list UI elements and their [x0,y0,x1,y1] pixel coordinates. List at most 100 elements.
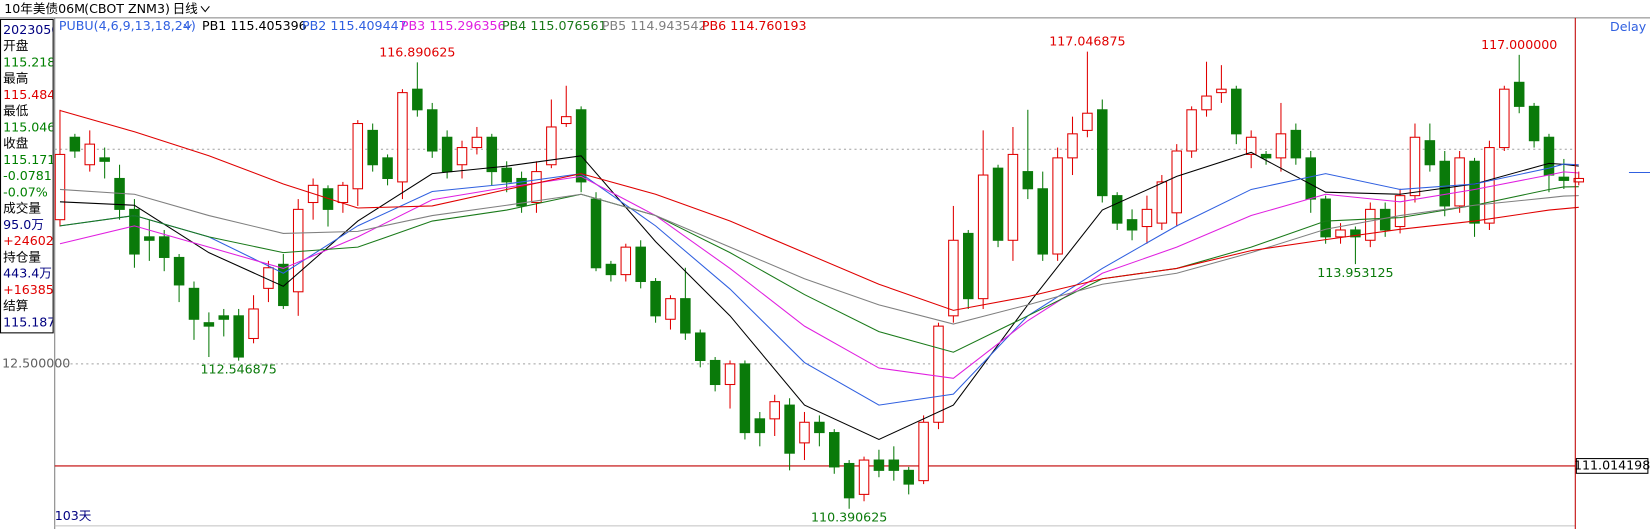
candle-body [620,246,632,276]
candle-body [1484,147,1495,224]
candle-body [680,298,691,334]
info-item: +16385 [3,282,54,297]
candle-body [1469,160,1480,224]
candle-body [1156,181,1168,224]
legend-value: 115.409447 [330,18,406,33]
info-item: 最高 [3,71,28,86]
candle-body [1528,105,1540,142]
candle-body [754,418,766,434]
candle-body [963,232,974,300]
candle-body [769,401,780,420]
candle-body [158,236,170,258]
candle-body [412,88,423,111]
legend-name: PB4 [502,18,526,33]
candle-body [292,208,304,293]
candle-body [1007,153,1019,241]
candle-body [129,208,140,255]
candle-body [531,171,542,204]
candle-body [605,263,617,276]
candle-body [1454,157,1465,207]
candle-body [1558,176,1570,181]
info-item: 20230509 [3,22,67,37]
symbol-code[interactable]: (CBOT ZNM3) [84,1,170,16]
candle-body [516,177,527,207]
candle-body [248,308,259,340]
candle-body [486,136,498,173]
info-item: -0.07812 [3,168,60,183]
candle-body [1365,208,1376,241]
candle-body [1305,157,1317,200]
candle-body [1111,195,1123,224]
info-item: 开盘 [3,38,29,53]
candle-body [1097,109,1108,197]
candle-body [69,136,81,152]
candle-body [1513,81,1525,107]
info-item: 收盘 [3,136,29,151]
candle-body [337,184,349,204]
legend-value: 115.076561 [530,18,606,33]
candle-body [694,332,706,361]
candle-body [992,167,1004,241]
candle-body [367,129,378,166]
candle-body [575,109,587,183]
legend-value: 115.405396 [230,18,306,33]
info-item: 443.4万 [3,266,52,281]
delay-label: Delay [1610,19,1647,34]
extreme-label: 117.000000 [1481,37,1557,52]
y-tick-label: 12.500000 [2,355,70,370]
candle-body [843,462,855,499]
candle-body [1424,140,1436,166]
info-item: 95.0万 [3,217,44,232]
extreme-label: 113.953125 [1317,265,1393,280]
candle-body [799,421,810,444]
candle-body [814,421,825,434]
extreme-label: 116.890625 [379,44,455,59]
candle-body [1409,136,1421,197]
indicator-line [59,186,1579,353]
candle-body [501,167,512,183]
candle-body [263,267,274,289]
candle-body [1379,208,1391,231]
candle-body [1320,198,1331,238]
candle-body [1275,133,1287,159]
candle-body [173,256,185,286]
legend-value: 114.943542 [630,18,706,33]
indicator-line [59,188,1579,325]
extreme-label: 117.046875 [1049,34,1125,49]
info-panel [0,18,54,334]
info-item: 成交量 [3,201,41,216]
candle-body [54,153,66,221]
candle-body [933,325,944,423]
info-item: 结算 [3,298,28,313]
info-item: 115.1718 [3,152,63,167]
symbol-name: 10年美债06M [4,1,85,16]
candle-body [1186,109,1197,152]
candle-body [1573,177,1585,183]
candle-body [828,432,840,468]
candle-body [1022,171,1034,190]
dropdown-icon[interactable] [200,5,210,13]
indicator-line [59,151,1579,441]
candle-body [546,126,557,166]
period-count: 103天 [55,508,92,523]
candle-body [1037,188,1048,255]
candle-body [650,280,661,317]
info-item: 最低 [3,103,29,118]
indicator-dropdown[interactable] [183,23,192,30]
candle-body [426,109,438,152]
candle-body [188,287,200,320]
info-item: +24602 [3,233,54,248]
candle-body [352,123,364,190]
candle-body [1171,150,1182,214]
period-selector[interactable]: 日线 [173,1,199,16]
indicator-name[interactable]: PUBU(4,6,9,13,18,24) [59,18,196,33]
cursor-price-box [1575,458,1649,474]
info-item: 115.1875 [3,314,63,329]
candle-body [1439,160,1451,207]
legend-name: PB6 [702,18,726,33]
candle-body [397,92,408,183]
candle-body [99,157,110,162]
